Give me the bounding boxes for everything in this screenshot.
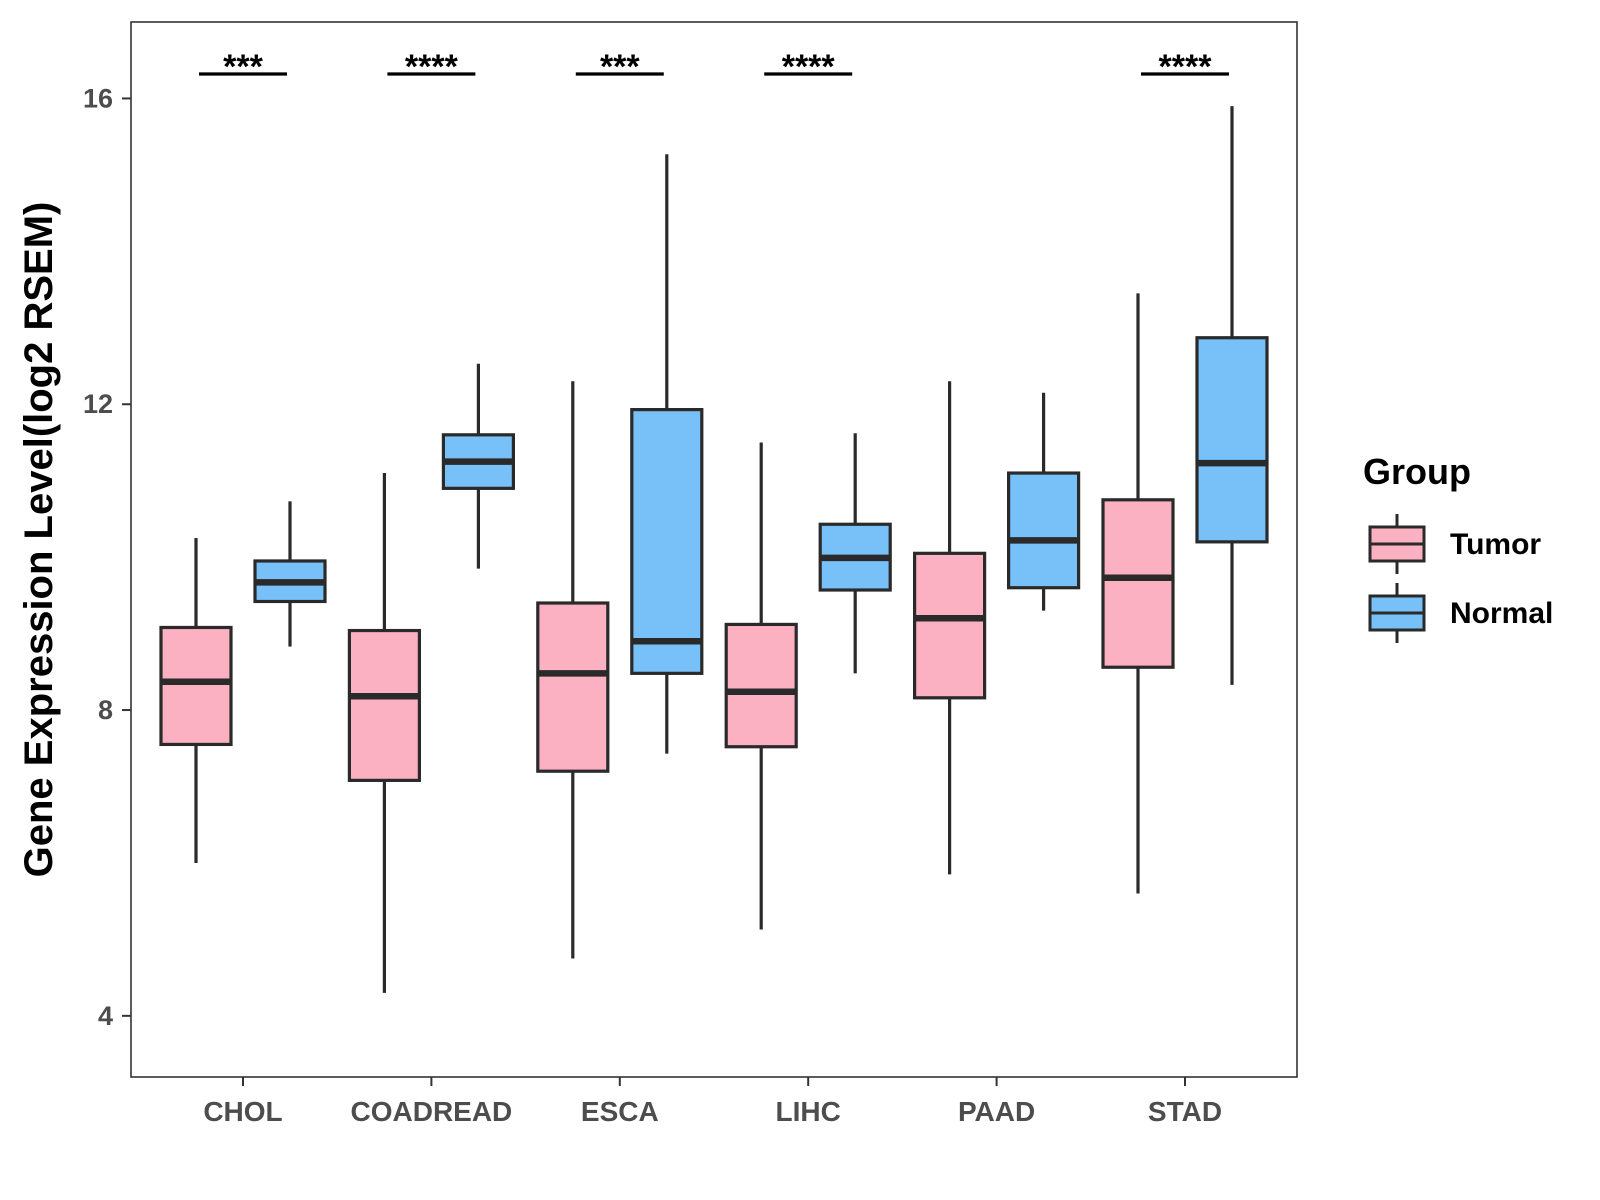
x-tick-label-esca: ESCA: [581, 1096, 659, 1127]
box-normal-lihc: [818, 433, 892, 674]
box-body: [912, 551, 987, 700]
box-body: [630, 407, 704, 675]
x-tick-label-coadread: COADREAD: [351, 1096, 513, 1127]
box-body: [1101, 498, 1175, 669]
box-body: [347, 628, 421, 782]
box-body: [536, 601, 610, 773]
y-tick-label-8: 8: [98, 695, 113, 725]
significance-label-lihc: ****: [782, 48, 836, 86]
x-tick-label-chol: CHOL: [203, 1096, 282, 1127]
legend-label-tumor: Tumor: [1450, 528, 1541, 561]
box-body: [724, 622, 798, 749]
box-normal-chol: [253, 501, 327, 647]
box-normal-coadread: [441, 363, 515, 569]
box-normal-paad: [1006, 392, 1081, 611]
box-body: [1006, 471, 1081, 590]
plot-panel-border: [130, 21, 1298, 1078]
box-normal-stad: [1195, 106, 1269, 685]
box-tumor-stad: [1101, 293, 1175, 894]
box-tumor-esca: [536, 381, 610, 959]
box-tumor-lihc: [724, 442, 798, 930]
legend-key-normal: [1368, 583, 1426, 643]
legend-key-tumor: [1368, 514, 1426, 574]
significance-label-esca: ***: [600, 48, 640, 86]
x-tick-label-lihc: LIHC: [776, 1096, 841, 1127]
x-tick-label-paad: PAAD: [958, 1096, 1035, 1127]
legend-label-normal: Normal: [1450, 597, 1553, 630]
box-tumor-paad: [912, 381, 987, 875]
y-axis-title: Gene Expression Level(log2 RSEM): [17, 202, 61, 878]
y-tick-label-4: 4: [98, 1001, 113, 1031]
y-tick-label-12: 12: [83, 389, 113, 419]
y-tick-label-16: 16: [83, 83, 113, 113]
x-tick-label-stad: STAD: [1148, 1096, 1222, 1127]
box-body: [1195, 336, 1269, 544]
significance-label-coadread: ****: [405, 48, 459, 86]
box-normal-esca: [630, 154, 704, 754]
legend-title: Group: [1363, 451, 1471, 492]
box-tumor-chol: [159, 538, 233, 863]
significance-label-stad: ****: [1159, 48, 1213, 86]
box-tumor-coadread: [347, 473, 421, 993]
box-body: [159, 625, 233, 747]
significance-label-chol: ***: [223, 48, 263, 86]
